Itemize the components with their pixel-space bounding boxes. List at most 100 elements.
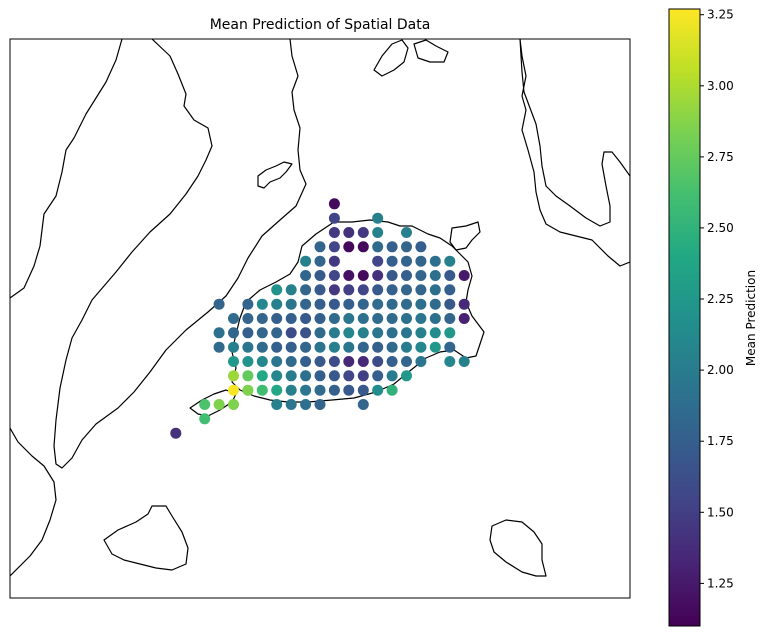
data-point <box>256 356 268 367</box>
data-point <box>357 356 369 367</box>
colorbar-ticks: 1.25 1.50 1.75 2.00 2.25 2.50 2.75 3.00 3.25 <box>700 8 734 590</box>
coastline-right-landmass <box>519 39 630 267</box>
coastline-east-tip <box>449 221 481 251</box>
data-point <box>328 370 340 382</box>
data-point <box>386 313 398 324</box>
data-point <box>314 384 326 396</box>
data-point <box>372 313 384 324</box>
data-point <box>300 255 312 267</box>
data-point <box>199 399 211 410</box>
data-point <box>242 384 254 396</box>
data-point <box>271 370 283 382</box>
data-point <box>285 298 297 310</box>
colorbar-tick-label: 1.50 <box>707 505 734 519</box>
data-point <box>256 313 268 324</box>
data-point <box>285 341 297 353</box>
data-point <box>300 341 312 353</box>
data-point <box>386 298 398 310</box>
data-point <box>372 241 384 253</box>
data-point <box>242 313 254 324</box>
data-point <box>242 370 254 382</box>
data-point <box>328 356 340 367</box>
data-point <box>372 255 384 267</box>
data-point <box>343 370 355 382</box>
data-point <box>401 241 412 253</box>
data-point <box>213 327 225 339</box>
data-point <box>271 399 283 410</box>
data-point <box>314 399 326 410</box>
data-point <box>357 227 369 238</box>
data-point <box>271 327 283 339</box>
data-point <box>372 284 384 296</box>
data-point <box>271 384 283 396</box>
coastline-long-peninsula <box>53 39 307 469</box>
data-point <box>429 341 441 353</box>
colorbar-tick-label: 3.25 <box>707 8 734 22</box>
data-point <box>429 270 441 281</box>
data-point <box>242 327 254 339</box>
data-point <box>357 270 369 281</box>
data-point <box>300 313 312 324</box>
colorbar-tick-label: 2.25 <box>707 292 734 306</box>
data-point <box>458 356 470 367</box>
data-point <box>444 356 456 367</box>
data-point <box>343 313 355 324</box>
data-point <box>444 327 456 339</box>
data-point <box>429 327 441 339</box>
data-point <box>300 270 312 281</box>
data-point <box>401 270 412 281</box>
data-point <box>256 327 268 339</box>
data-point <box>228 313 239 324</box>
data-point <box>328 313 340 324</box>
coastline-north-islet-2 <box>413 39 449 63</box>
data-point <box>372 356 384 367</box>
data-point <box>314 370 326 382</box>
data-point <box>328 327 340 339</box>
data-point <box>343 298 355 310</box>
data-point <box>357 284 369 296</box>
data-point <box>357 313 369 324</box>
data-point <box>458 313 470 324</box>
data-point <box>401 313 412 324</box>
data-point <box>300 384 312 396</box>
colorbar-frame <box>668 8 701 627</box>
data-point <box>228 370 239 382</box>
data-point <box>343 241 355 253</box>
scatter-points <box>170 198 470 439</box>
data-point <box>386 370 398 382</box>
data-point <box>444 313 456 324</box>
data-point <box>372 227 384 238</box>
data-point <box>386 270 398 281</box>
data-point <box>213 399 225 410</box>
data-point <box>300 327 312 339</box>
coastline-small-island-north <box>257 161 293 189</box>
data-point <box>285 284 297 296</box>
data-point <box>328 212 340 224</box>
data-point <box>314 327 326 339</box>
data-point <box>271 341 283 353</box>
data-point <box>328 227 340 238</box>
data-point <box>415 313 427 324</box>
coastline-left-landmass <box>10 39 123 299</box>
data-point <box>300 284 312 296</box>
data-point <box>285 327 297 339</box>
data-point <box>415 270 427 281</box>
data-point <box>429 298 441 310</box>
data-point <box>343 384 355 396</box>
data-point <box>328 241 340 253</box>
data-point <box>401 298 412 310</box>
data-point <box>285 384 297 396</box>
data-point <box>357 241 369 253</box>
data-point <box>372 341 384 353</box>
data-point <box>314 356 326 367</box>
data-point <box>271 298 283 310</box>
data-point <box>357 327 369 339</box>
data-point <box>444 284 456 296</box>
coastline-lower-left <box>10 427 57 577</box>
data-point <box>328 341 340 353</box>
data-point <box>300 370 312 382</box>
data-point <box>386 356 398 367</box>
data-point <box>242 356 254 367</box>
data-point <box>415 327 427 339</box>
